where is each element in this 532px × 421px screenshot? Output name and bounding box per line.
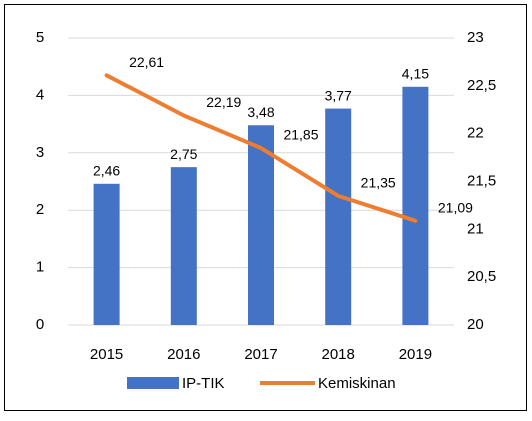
y2-tick-label: 22 <box>467 125 484 142</box>
line-value-label: 22,19 <box>206 94 241 110</box>
y-tick-label: 1 <box>36 259 44 276</box>
x-tick-label: 2019 <box>399 346 432 363</box>
y2-tick-label: 21 <box>467 220 484 237</box>
legend-label: IP-TIK <box>182 375 225 392</box>
x-tick-label: 2018 <box>322 346 355 363</box>
y2-tick-label: 21,5 <box>467 172 496 189</box>
line-value-label: 21,85 <box>283 127 318 143</box>
line-value-label: 21,09 <box>438 199 473 215</box>
y2-tick-label: 23 <box>467 29 484 46</box>
y2-tick-label: 20,5 <box>467 268 496 285</box>
x-tick-label: 2016 <box>167 346 200 363</box>
bar-value-label: 2,46 <box>93 162 120 178</box>
line-value-label: 22,61 <box>129 54 164 70</box>
bar <box>325 108 352 326</box>
bar-value-label: 4,15 <box>402 65 429 81</box>
y2-tick-label: 22,5 <box>467 77 496 94</box>
line-value-label: 21,35 <box>361 175 396 191</box>
y-tick-label: 3 <box>36 144 44 161</box>
legend-swatch <box>127 377 179 389</box>
y-tick-label: 4 <box>36 86 44 103</box>
bar-value-label: 3,48 <box>247 104 274 120</box>
bar <box>248 125 274 325</box>
y-tick-label: 2 <box>36 201 44 218</box>
line-series <box>104 73 418 223</box>
x-tick-label: 2017 <box>244 346 277 363</box>
y-tick-label: 0 <box>36 316 44 333</box>
x-tick-label: 2015 <box>90 346 123 363</box>
bar-value-label: 2,75 <box>170 146 197 162</box>
bar <box>170 167 197 325</box>
bar-value-label: 3,77 <box>325 87 352 103</box>
legend-label: Kemiskinan <box>318 375 396 392</box>
y2-tick-label: 20 <box>467 316 484 333</box>
y-tick-label: 5 <box>36 29 44 46</box>
bar <box>93 183 120 325</box>
bar <box>402 86 429 325</box>
